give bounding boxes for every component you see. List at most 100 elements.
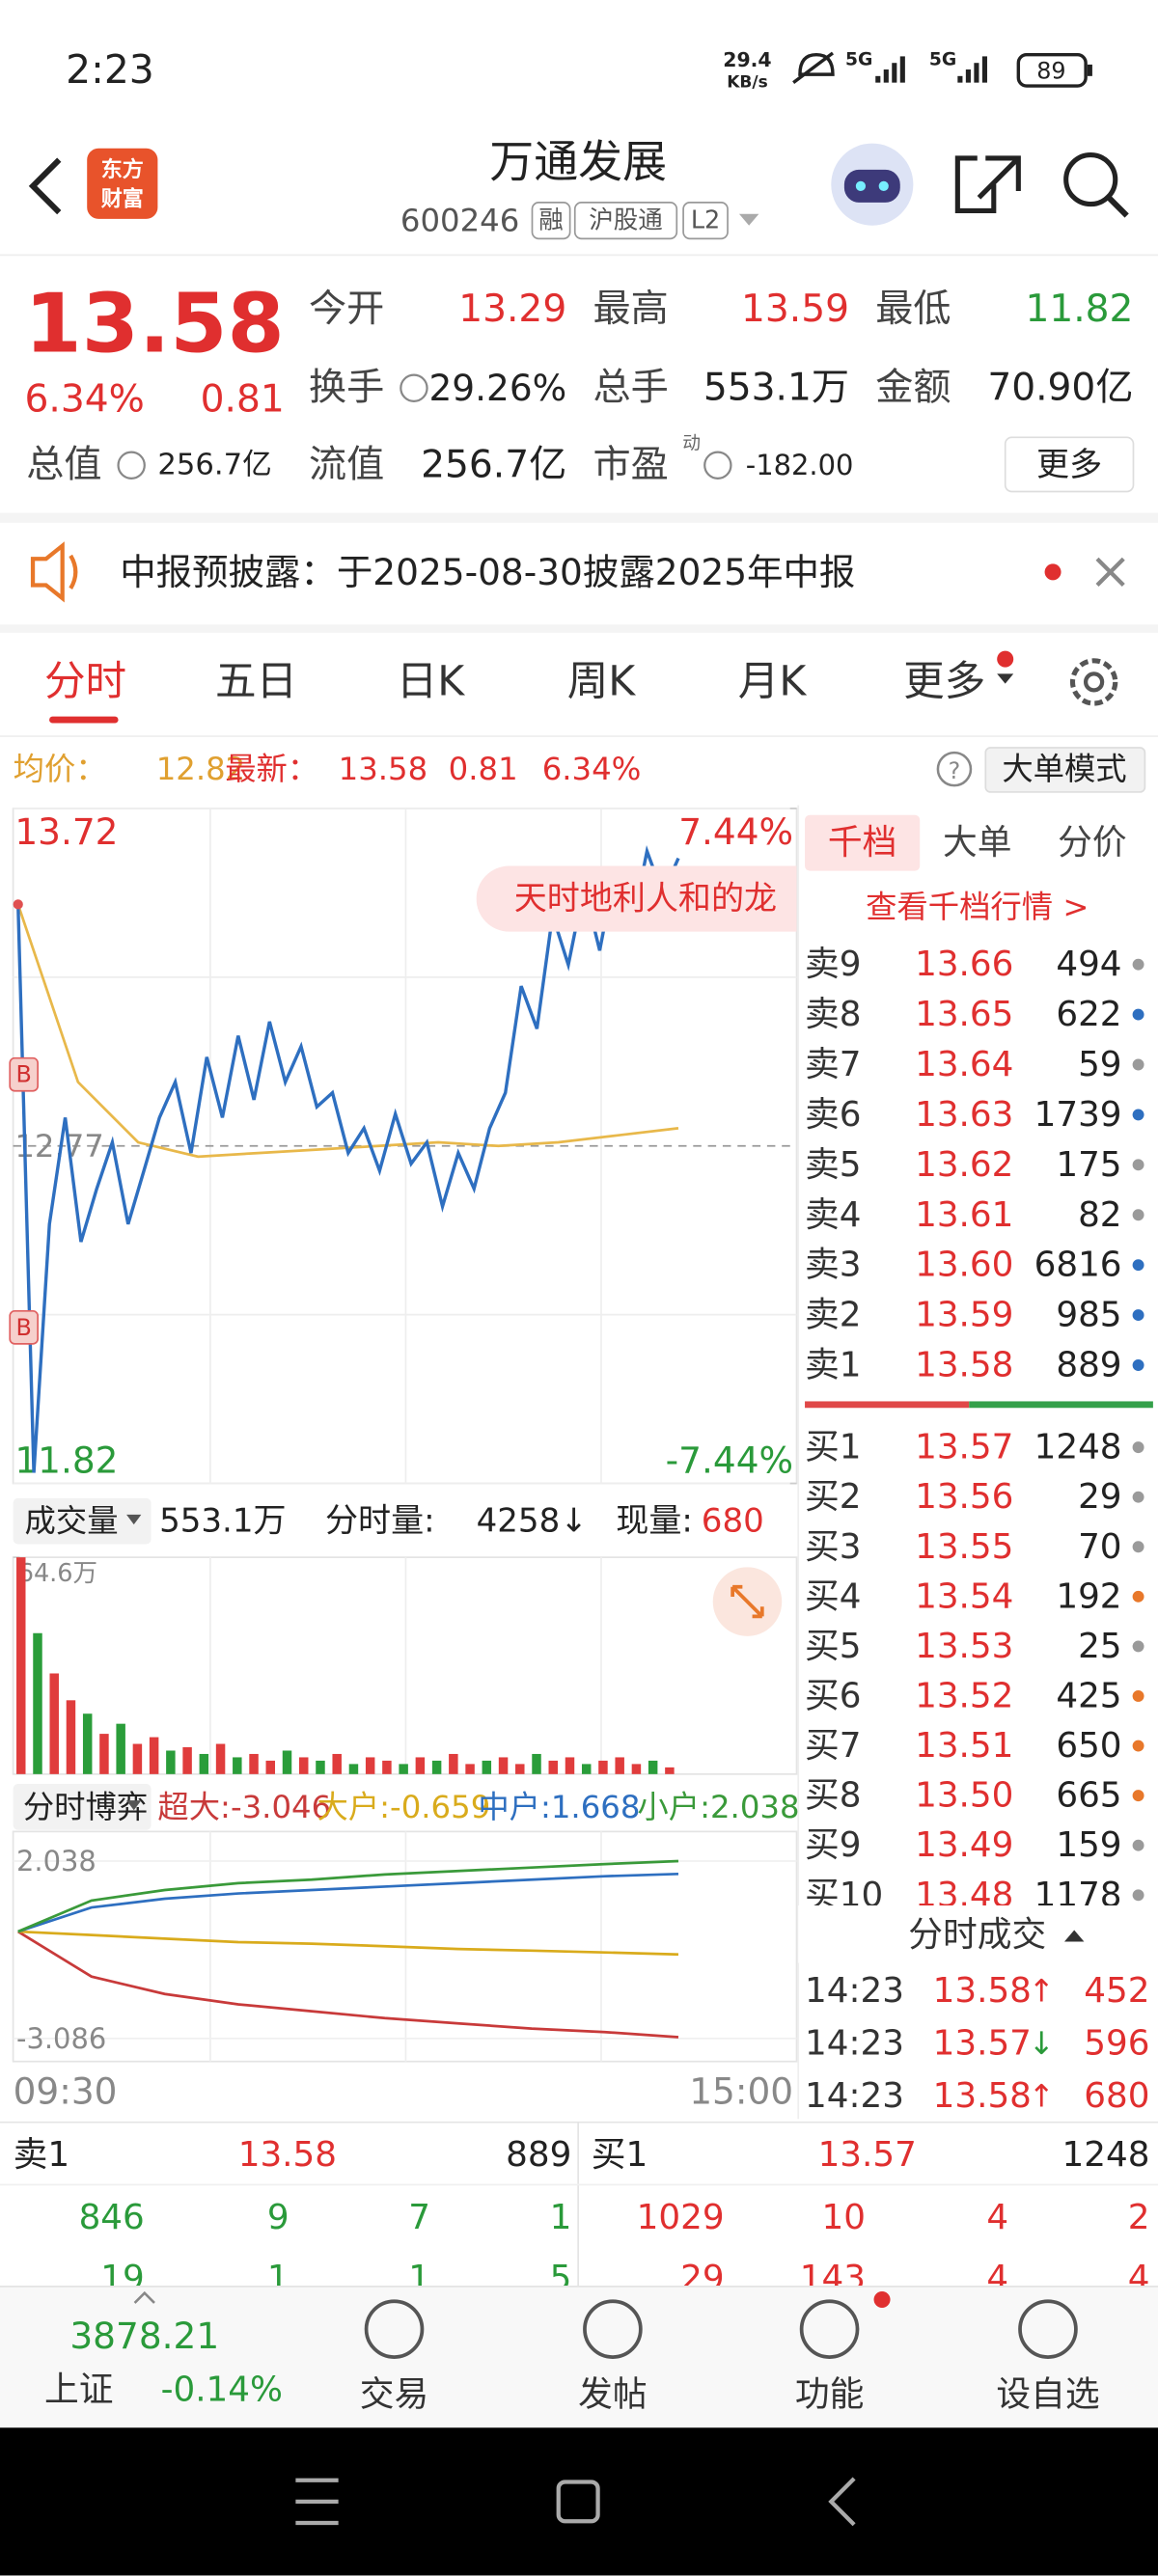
nav-icon (1018, 2299, 1078, 2359)
tab-dot (997, 650, 1014, 668)
search-button[interactable] (1063, 151, 1118, 207)
book-volume: 1178 (1034, 1876, 1122, 1915)
book-price: 13.56 (915, 1477, 1013, 1517)
flow-line (17, 1859, 679, 1933)
more-button-text[interactable]: 更多 (1036, 446, 1102, 484)
book-level: 买6 (805, 1676, 861, 1715)
book-level: 卖4 (805, 1195, 861, 1235)
volume-bar (532, 1753, 541, 1774)
legend-entry: 中户:1.668 (478, 1789, 640, 1825)
stock-name: 万通发展 (489, 135, 667, 187)
volume-bar (598, 1760, 608, 1774)
help-icon (936, 751, 973, 787)
signal-bar (899, 56, 905, 83)
level1-queue: 5 (550, 2259, 572, 2298)
level1-queue: 1029 (637, 2198, 725, 2237)
index-value[interactable]: 3878.21 (69, 2315, 219, 2357)
tag-box (573, 202, 678, 240)
last-label: 最新： (225, 751, 318, 787)
level1-queue: 1 (408, 2259, 430, 2298)
book-level: 卖8 (805, 995, 861, 1034)
promo-banner[interactable]: 天时地利人和的龙 (514, 880, 777, 918)
sys-menu[interactable] (295, 2478, 339, 2526)
book-volume: 1739 (1034, 1095, 1122, 1135)
chart-tab[interactable]: 月K (738, 658, 808, 705)
chart-tab[interactable]: 周K (567, 658, 637, 705)
stock-code: 600246 (400, 203, 519, 239)
book-price: 13.53 (915, 1627, 1013, 1666)
book-price: 13.60 (915, 1246, 1013, 1285)
trade-time: 14:23 (805, 1971, 904, 2011)
trade-volume: 596 (1084, 2023, 1149, 2063)
book-level: 卖9 (805, 945, 861, 984)
level1-queue: 1 (267, 2259, 290, 2298)
flow-selector-text[interactable]: 分时博弈 (23, 1789, 148, 1825)
trades-title[interactable]: 分时成交 (908, 1915, 1046, 1955)
settings-core (1083, 671, 1105, 693)
level1-queue: 4 (986, 2198, 1008, 2237)
sys-back[interactable] (828, 2477, 856, 2527)
book-tab[interactable]: 千档 (828, 823, 896, 863)
book-level: 卖1 (805, 1346, 861, 1385)
signal-bar (981, 56, 987, 83)
book-dot (1132, 1690, 1144, 1702)
y-tick-label: -3.086 (16, 2022, 106, 2055)
system-nav (0, 2427, 1158, 2576)
volume-selector-text[interactable]: 成交量 (25, 1503, 119, 1540)
chart-tab[interactable]: 分时 (44, 658, 126, 705)
book-tab[interactable]: 分价 (1058, 823, 1126, 863)
book-dot (1132, 1309, 1144, 1322)
close-button[interactable] (1095, 557, 1125, 587)
book-price: 13.58 (915, 1346, 1013, 1385)
signal-bar (965, 69, 971, 83)
book-dot (1132, 1839, 1144, 1851)
status-time: 2:23 (66, 46, 154, 93)
nav-item[interactable]: 功能 (795, 2375, 864, 2415)
field-label: 最低 (875, 288, 951, 331)
book-level: 买8 (805, 1776, 861, 1816)
signal-bar (875, 75, 881, 83)
nav-item[interactable]: 交易 (360, 2375, 428, 2415)
book-link[interactable]: 查看千档行情 > (866, 889, 1089, 925)
robot-face (843, 169, 900, 203)
trade-marker-text: B (16, 1061, 32, 1088)
sys-home[interactable] (556, 2480, 600, 2524)
field-value: -182.00 (746, 449, 854, 481)
nav-item[interactable]: 设自选 (996, 2375, 1099, 2415)
change: 0.81 (201, 378, 285, 422)
nav-item[interactable]: 发帖 (578, 2375, 647, 2415)
level1-queue: 1 (550, 2198, 572, 2237)
book-volume: 889 (1056, 1346, 1121, 1385)
stock-tag: L2 (691, 206, 720, 235)
volume-bar (233, 1757, 242, 1774)
chart-tab[interactable]: 五日 (215, 658, 297, 705)
book-dot (1132, 1359, 1144, 1371)
y-tick-label: 2.038 (16, 1845, 96, 1877)
book-tab[interactable]: 大单 (943, 823, 1011, 863)
level1-queue: 7 (408, 2198, 430, 2237)
trade-price: 13.57 (933, 2023, 1032, 2063)
volume-bar (149, 1737, 159, 1774)
volume-bar (382, 1760, 392, 1774)
share-button[interactable] (954, 155, 1021, 213)
volume-bar (132, 1743, 143, 1774)
settings-button[interactable] (1069, 658, 1118, 706)
book-volume: 70 (1078, 1527, 1121, 1567)
level1-queue: 29 (680, 2259, 724, 2298)
field-value: 70.90亿 (987, 367, 1133, 410)
book-volume: 159 (1056, 1825, 1121, 1865)
chart-tab[interactable]: 日K (397, 658, 466, 705)
info-icon (703, 451, 732, 480)
tag-box (682, 202, 729, 240)
trade-dir: ↑ (1029, 2077, 1055, 2114)
mode-button-text[interactable]: 大单模式 (1002, 751, 1126, 787)
banner (476, 865, 797, 932)
volume-bar (199, 1753, 209, 1774)
volume-bar (449, 1753, 458, 1774)
help-mark: ? (949, 757, 961, 784)
chart-tab[interactable]: 更多 (903, 658, 985, 705)
field-value: 13.29 (458, 288, 566, 331)
volume-bar (399, 1764, 408, 1774)
field-label: 金额 (875, 367, 951, 410)
back-button[interactable] (28, 157, 62, 215)
